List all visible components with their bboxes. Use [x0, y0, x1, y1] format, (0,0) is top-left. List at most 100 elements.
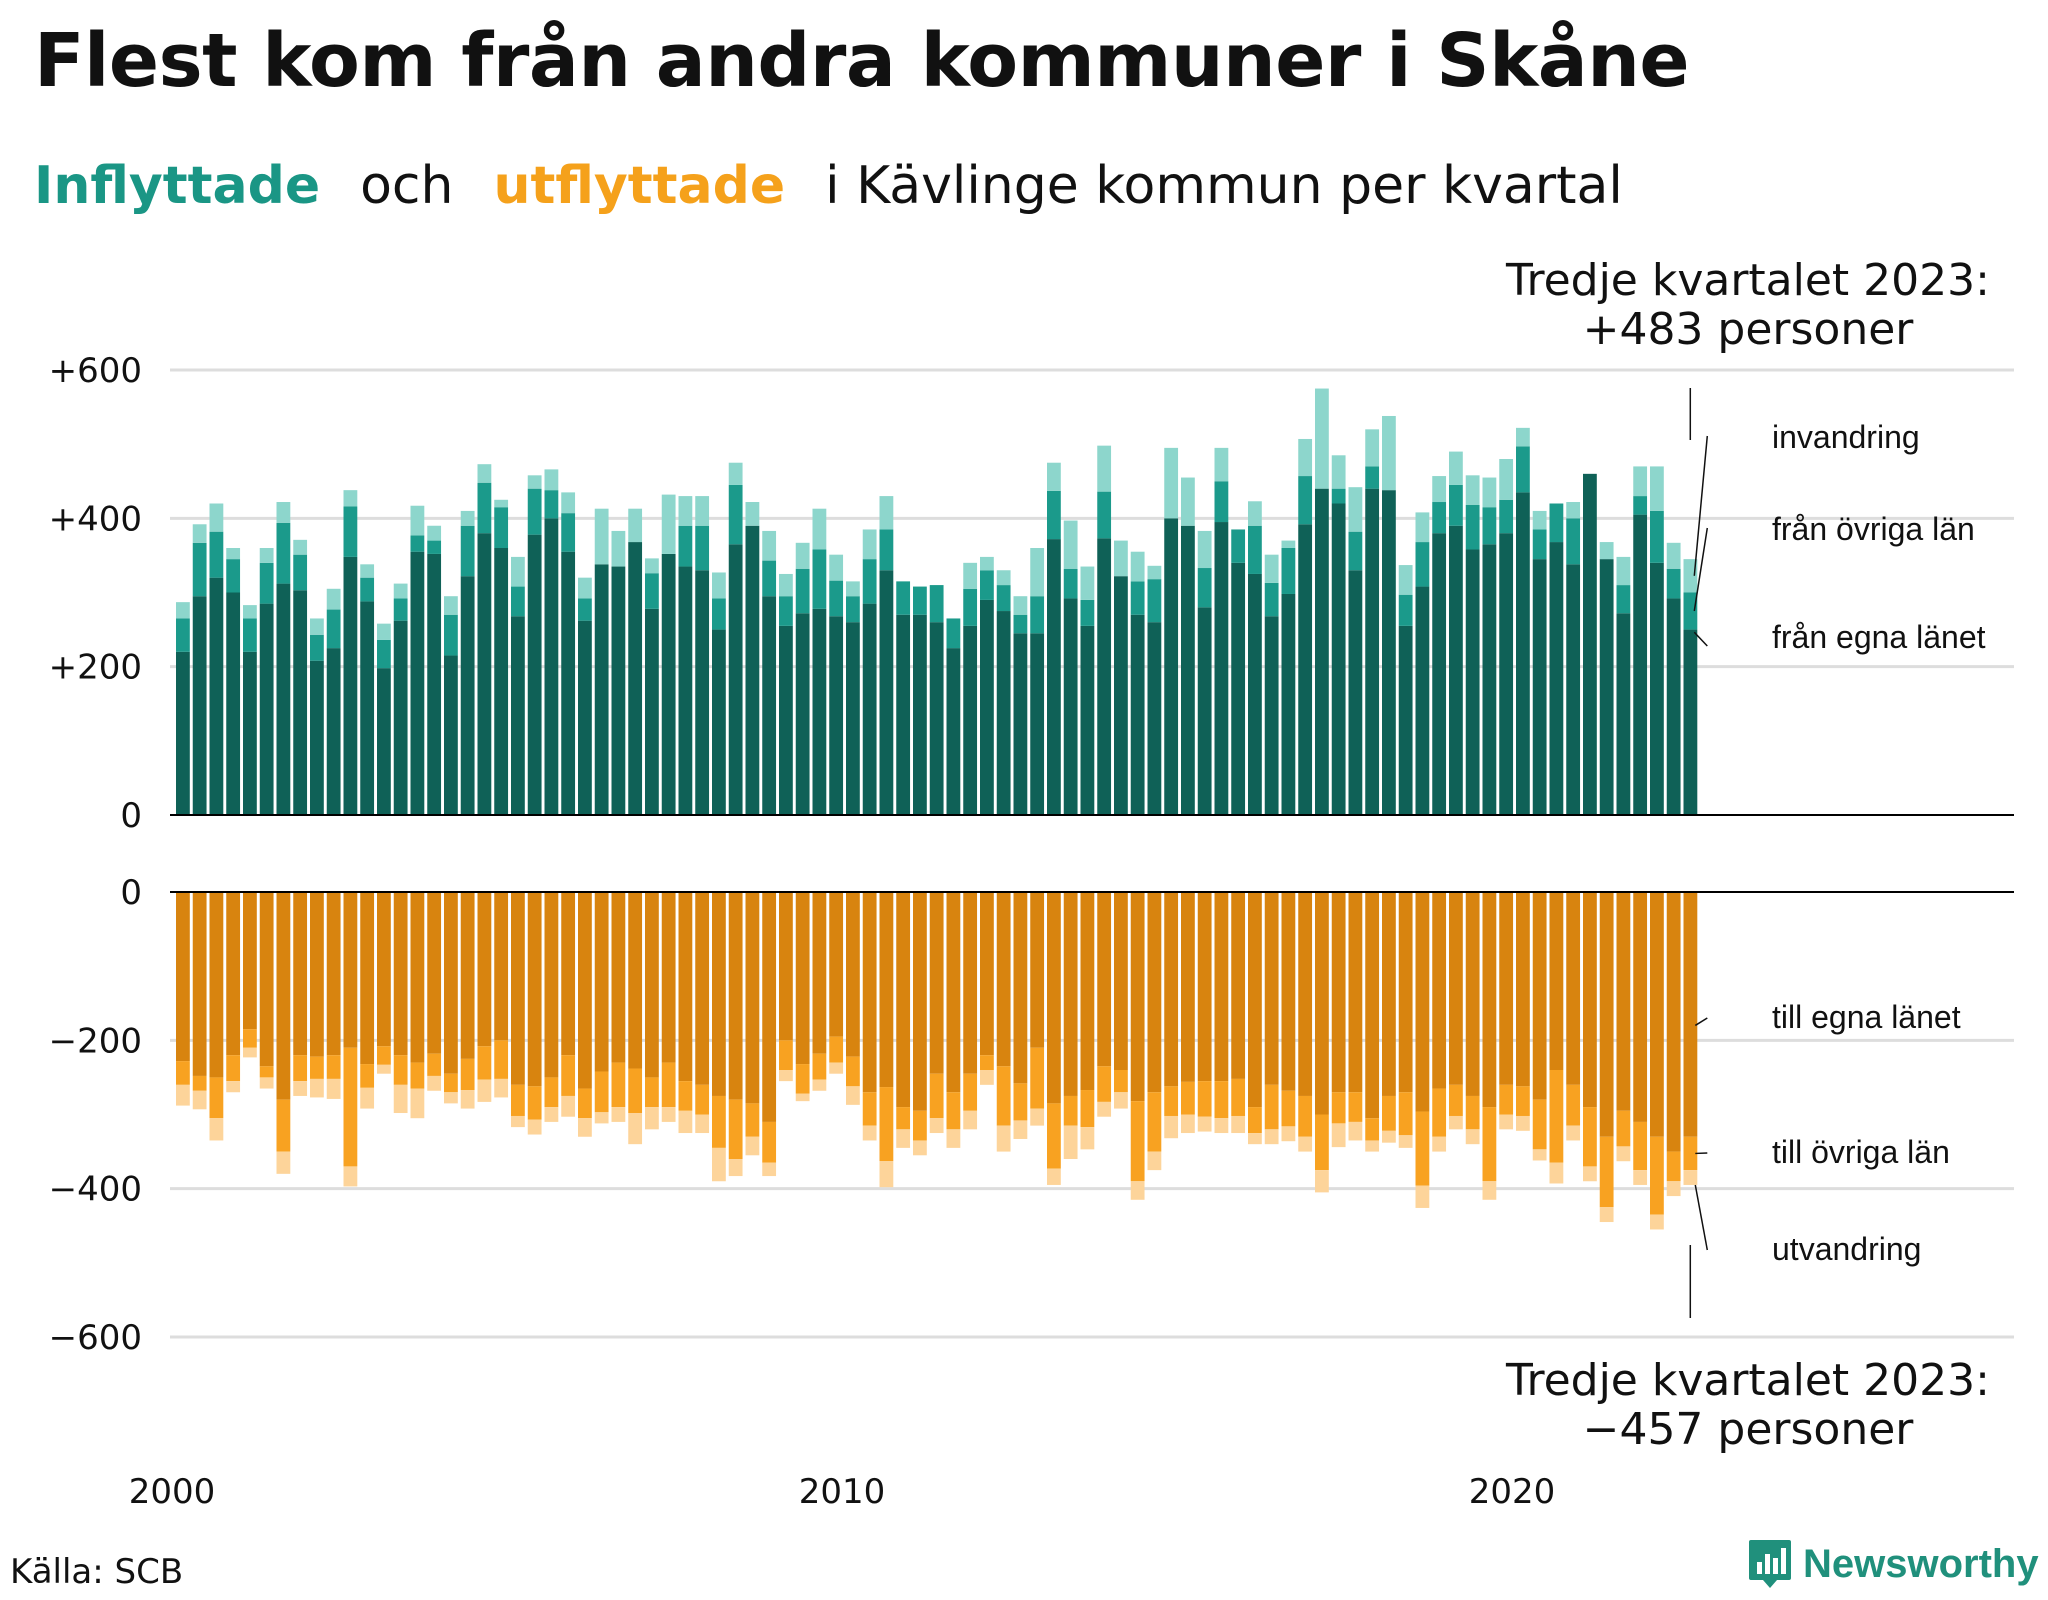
bar-utflyttade-utvandring [879, 1161, 894, 1188]
bar-inflyttade-invandring [1415, 512, 1430, 543]
bar-inflyttade-fr-n-egna-l-net [460, 576, 475, 815]
bar-inflyttade-fr-n-vriga-l-n [1248, 525, 1262, 574]
bar-utflyttade-till-egna-l-net [1650, 892, 1664, 1137]
bar-inflyttade-fr-n-egna-l-net [343, 556, 358, 815]
bar-utflyttade-till-vriga-l-n [1248, 1107, 1262, 1134]
y-tick-label-bottom: 0 [120, 873, 142, 913]
bar-inflyttade-fr-n-vriga-l-n [477, 482, 492, 534]
bar-inflyttade-invandring [1398, 565, 1413, 595]
bar-inflyttade-fr-n-vriga-l-n [343, 506, 358, 557]
bar-utflyttade-utvandring [1482, 1181, 1497, 1200]
bar-utflyttade-utvandring [1164, 1115, 1179, 1139]
bar-inflyttade-fr-n-egna-l-net [410, 551, 425, 815]
bar-utflyttade-till-egna-l-net [527, 892, 542, 1087]
bar-inflyttade-invandring [1449, 451, 1463, 485]
bar-utflyttade-till-vriga-l-n [243, 1029, 257, 1048]
bar-utflyttade-utvandring [745, 1136, 760, 1156]
bar-utflyttade-till-vriga-l-n [1315, 1114, 1329, 1171]
bar-utflyttade-till-egna-l-net [1047, 892, 1061, 1104]
bar-inflyttade-fr-n-vriga-l-n [946, 618, 961, 649]
bar-inflyttade-fr-n-vriga-l-n [1130, 581, 1145, 615]
bar-utflyttade-utvandring [1432, 1136, 1447, 1152]
bar-utflyttade-utvandring [427, 1075, 442, 1091]
callout-bottom-line2: −457 personer [1583, 1404, 1915, 1455]
bar-utflyttade-till-egna-l-net [310, 892, 324, 1057]
bar-inflyttade-invandring [1516, 427, 1530, 447]
bar-inflyttade-fr-n-egna-l-net [745, 525, 760, 815]
bar-utflyttade-till-egna-l-net [1432, 892, 1447, 1089]
bar-utflyttade-till-vriga-l-n [1013, 1083, 1028, 1121]
bar-inflyttade-fr-n-egna-l-net [762, 596, 777, 815]
bar-utflyttade-till-vriga-l-n [209, 1077, 224, 1119]
bar-utflyttade-till-egna-l-net [1248, 892, 1262, 1108]
bar-inflyttade-fr-n-egna-l-net [1063, 598, 1078, 815]
bar-utflyttade-utvandring [544, 1107, 559, 1122]
source-label: Källa: SCB [10, 1552, 184, 1592]
bar-utflyttade-till-vriga-l-n [1197, 1081, 1212, 1117]
bar-inflyttade-invandring [795, 542, 810, 569]
bar-inflyttade-fr-n-egna-l-net [1130, 614, 1145, 815]
bar-utflyttade-till-egna-l-net [1013, 892, 1028, 1084]
bar-inflyttade-invandring [176, 602, 190, 619]
bar-utflyttade-till-egna-l-net [745, 892, 760, 1104]
bar-inflyttade-fr-n-egna-l-net [678, 566, 693, 815]
bar-inflyttade-fr-n-egna-l-net [929, 622, 944, 815]
bar-utflyttade-till-egna-l-net [779, 892, 793, 1041]
bar-inflyttade-invandring [1197, 530, 1212, 569]
bar-utflyttade-till-vriga-l-n [326, 1055, 341, 1079]
bar-inflyttade-fr-n-vriga-l-n [1449, 484, 1463, 526]
y-tick-label-top: +600 [49, 351, 142, 391]
bar-utflyttade-till-vriga-l-n [1482, 1107, 1497, 1182]
bar-utflyttade-till-egna-l-net [1197, 892, 1212, 1082]
series-label-fr-n-egna-l-net: från egna länet [1772, 619, 1986, 655]
bar-utflyttade-till-egna-l-net [578, 892, 592, 1089]
bar-inflyttade-fr-n-egna-l-net [544, 518, 559, 815]
bar-inflyttade-fr-n-vriga-l-n [1499, 499, 1514, 534]
bar-utflyttade-till-vriga-l-n [1365, 1118, 1380, 1141]
bar-utflyttade-utvandring [812, 1079, 827, 1091]
bar-inflyttade-fr-n-egna-l-net [695, 570, 710, 815]
bar-inflyttade-fr-n-vriga-l-n [192, 542, 207, 597]
bar-utflyttade-utvandring [578, 1118, 592, 1137]
bar-utflyttade-till-vriga-l-n [511, 1084, 525, 1116]
bar-inflyttade-invandring [846, 581, 860, 597]
bar-inflyttade-fr-n-egna-l-net [980, 599, 994, 815]
leader-line-bottom [1694, 1184, 1709, 1251]
bar-utflyttade-till-vriga-l-n [594, 1071, 609, 1113]
bar-inflyttade-fr-n-egna-l-net [1633, 514, 1648, 815]
bar-utflyttade-till-egna-l-net [1566, 892, 1581, 1085]
bar-inflyttade-fr-n-egna-l-net [1348, 570, 1363, 815]
bar-inflyttade-invandring [762, 530, 777, 561]
bar-inflyttade-invandring [1465, 475, 1480, 505]
bar-utflyttade-till-egna-l-net [1264, 892, 1279, 1085]
bar-inflyttade-fr-n-vriga-l-n [929, 585, 944, 623]
bar-inflyttade-fr-n-egna-l-net [243, 651, 257, 815]
callout-top-line1: Tredje kvartalet 2023: [1505, 255, 1990, 306]
bar-utflyttade-till-vriga-l-n [444, 1073, 458, 1093]
bar-utflyttade-till-egna-l-net [661, 892, 676, 1063]
bar-inflyttade-fr-n-egna-l-net [1465, 549, 1480, 815]
bar-utflyttade-utvandring [226, 1081, 241, 1093]
bar-inflyttade-fr-n-vriga-l-n [1465, 504, 1480, 550]
bar-inflyttade-fr-n-vriga-l-n [527, 488, 542, 535]
callout-top-line2: +483 personer [1583, 304, 1915, 355]
bar-utflyttade-utvandring [444, 1092, 458, 1104]
bar-utflyttade-till-egna-l-net [846, 892, 860, 1057]
bar-utflyttade-utvandring [192, 1090, 207, 1110]
bar-utflyttade-till-vriga-l-n [1666, 1151, 1681, 1182]
x-tick-label: 2020 [1469, 1472, 1556, 1512]
bar-inflyttade-fr-n-vriga-l-n [1398, 594, 1413, 626]
bar-utflyttade-till-egna-l-net [862, 892, 877, 1093]
bar-utflyttade-utvandring [1214, 1118, 1229, 1134]
y-tick-label-bottom: −600 [49, 1318, 142, 1358]
bar-inflyttade-fr-n-egna-l-net [1415, 586, 1430, 815]
bar-inflyttade-invandring [377, 623, 391, 640]
bar-utflyttade-till-vriga-l-n [176, 1061, 190, 1085]
bar-utflyttade-utvandring [661, 1107, 676, 1122]
bar-utflyttade-till-egna-l-net [728, 892, 743, 1100]
bar-inflyttade-fr-n-vriga-l-n [1348, 531, 1363, 571]
bar-utflyttade-till-egna-l-net [494, 892, 509, 1041]
bar-utflyttade-till-vriga-l-n [1549, 1070, 1564, 1163]
bar-utflyttade-till-vriga-l-n [980, 1055, 994, 1070]
bar-utflyttade-till-vriga-l-n [862, 1092, 877, 1126]
